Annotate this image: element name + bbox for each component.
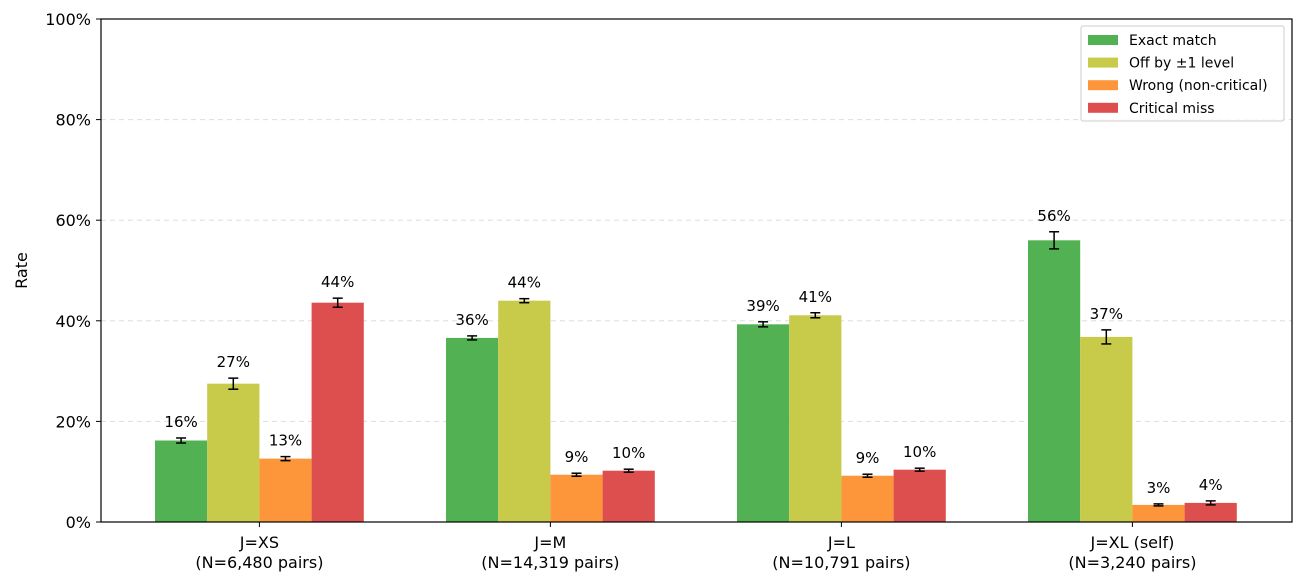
x-tick-label: J=M xyxy=(533,533,566,552)
bar xyxy=(841,475,894,522)
bar xyxy=(1028,240,1081,522)
legend-label: Wrong (non-critical) xyxy=(1129,78,1268,94)
bar xyxy=(311,302,364,522)
bar xyxy=(1184,502,1237,522)
bar xyxy=(446,337,499,522)
y-tick-label: 80% xyxy=(55,111,91,130)
data-label: 4% xyxy=(1199,476,1223,494)
legend-label: Off by ±1 level xyxy=(1129,56,1234,72)
data-label: 27% xyxy=(217,353,250,371)
bar xyxy=(789,315,842,522)
x-tick-sublabel: (N=6,480 pairs) xyxy=(195,553,323,572)
bars xyxy=(155,231,1237,522)
legend-frame xyxy=(1080,25,1285,122)
data-label: 36% xyxy=(455,311,488,329)
bar xyxy=(602,470,655,522)
x-axis: J=XS(N=6,480 pairs) J=M(N=14,319 pairs) J=… xyxy=(195,522,1196,572)
data-label: 13% xyxy=(269,432,302,450)
data-label: 44% xyxy=(508,274,541,292)
x-tick-sublabel: (N=3,240 pairs) xyxy=(1068,553,1196,572)
bar xyxy=(1080,336,1133,522)
data-label: 3% xyxy=(1147,479,1171,497)
y-tick-label: 40% xyxy=(55,312,91,331)
bar xyxy=(1132,504,1185,522)
data-label: 41% xyxy=(799,288,832,306)
y-tick-label: 0% xyxy=(66,513,91,532)
x-tick-sublabel: (N=14,319 pairs) xyxy=(481,553,619,572)
data-label: 10% xyxy=(612,444,645,462)
legend-swatch xyxy=(1088,80,1118,91)
data-label: 9% xyxy=(856,449,880,467)
data-label: 37% xyxy=(1090,305,1123,323)
bar xyxy=(893,469,946,522)
y-axis-title: Rate xyxy=(12,252,31,289)
x-tick-label: J=XS xyxy=(239,533,279,552)
bar xyxy=(207,383,260,522)
x-tick-sublabel: (N=10,791 pairs) xyxy=(772,553,910,572)
data-label: 16% xyxy=(164,413,197,431)
bar xyxy=(259,458,312,522)
legend-label: Exact match xyxy=(1129,33,1217,49)
data-label: 39% xyxy=(746,297,779,315)
y-tick-label: 60% xyxy=(55,211,91,230)
y-tick-label: 100% xyxy=(45,10,91,29)
legend-label: Critical miss xyxy=(1129,101,1215,117)
data-labels: 16% 27% 13% 44% 36% 44% 9% 10% 39% 41% 9% 10% 56% 37%… xyxy=(164,207,1222,497)
x-tick-label: J=L xyxy=(827,533,855,552)
legend-swatch xyxy=(1088,35,1118,45)
bar xyxy=(498,300,551,522)
legend-swatch xyxy=(1088,57,1118,68)
x-tick-label: J=XL (self) xyxy=(1089,533,1174,552)
data-label: 9% xyxy=(565,448,589,466)
plot-frame xyxy=(100,18,1293,523)
data-label: 10% xyxy=(903,443,936,461)
data-label: 44% xyxy=(321,273,354,291)
legend: Exact match Off by ±1 level Wrong (non-cri… xyxy=(1080,25,1285,122)
bar xyxy=(550,474,603,522)
data-label: 56% xyxy=(1037,207,1070,225)
bar xyxy=(737,324,790,522)
y-axis: 0% 20% 40% 60% 80% 100% xyxy=(45,10,101,532)
bar xyxy=(155,440,208,522)
y-tick-label: 20% xyxy=(55,412,91,431)
legend-swatch xyxy=(1088,102,1118,113)
